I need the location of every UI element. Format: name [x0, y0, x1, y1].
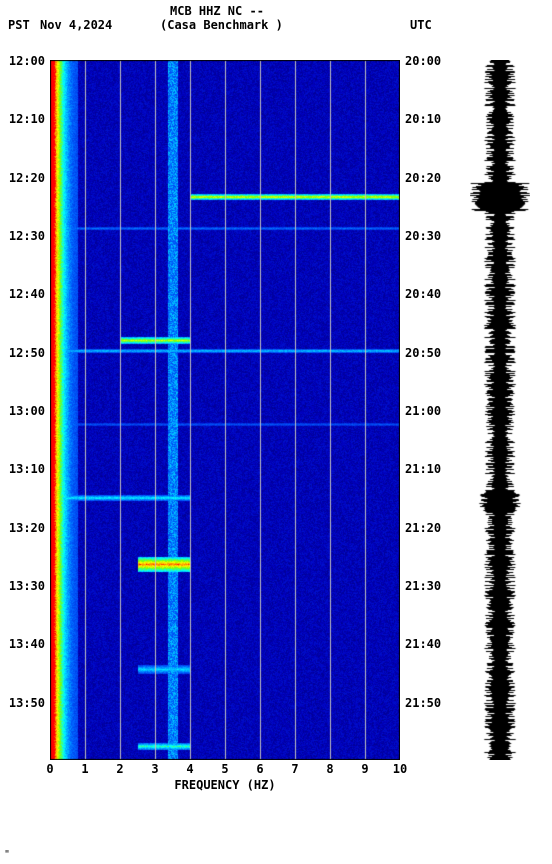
y-right-tick: 21:40 — [405, 637, 441, 651]
station-name: (Casa Benchmark ) — [160, 18, 283, 32]
x-tick: 4 — [186, 762, 193, 776]
y-right-tick: 20:40 — [405, 287, 441, 301]
waveform-canvas — [470, 60, 530, 760]
y-left-tick: 12:30 — [5, 229, 45, 243]
spectrogram-canvas — [50, 60, 400, 760]
x-tick: 8 — [326, 762, 333, 776]
y-left-tick: 12:00 — [5, 54, 45, 68]
footer-mark: " — [4, 849, 10, 860]
x-tick: 2 — [116, 762, 123, 776]
y-right-tick: 20:10 — [405, 112, 441, 126]
y-right-tick: 21:10 — [405, 462, 441, 476]
y-right-tick: 21:50 — [405, 696, 441, 710]
left-timezone: PST — [8, 18, 30, 32]
y-left-tick: 13:40 — [5, 637, 45, 651]
y-right-tick: 20:20 — [405, 171, 441, 185]
x-tick: 9 — [361, 762, 368, 776]
y-left-tick: 12:10 — [5, 112, 45, 126]
y-right-tick: 20:30 — [405, 229, 441, 243]
y-left-tick: 12:40 — [5, 287, 45, 301]
x-tick: 6 — [256, 762, 263, 776]
x-tick: 3 — [151, 762, 158, 776]
y-left-tick: 13:20 — [5, 521, 45, 535]
right-timezone: UTC — [410, 18, 432, 32]
x-tick: 7 — [291, 762, 298, 776]
y-right-tick: 21:00 — [405, 404, 441, 418]
y-left-tick: 12:20 — [5, 171, 45, 185]
y-right-tick: 20:50 — [405, 346, 441, 360]
y-left-tick: 13:10 — [5, 462, 45, 476]
y-right-tick: 21:20 — [405, 521, 441, 535]
station-code: MCB HHZ NC -- — [170, 4, 264, 18]
x-axis-title: FREQUENCY (HZ) — [174, 778, 275, 792]
spectrogram-plot: FREQUENCY (HZ) 12:0020:0012:1020:1012:20… — [50, 60, 400, 760]
y-left-tick: 13:00 — [5, 404, 45, 418]
waveform-plot — [470, 60, 530, 760]
x-tick: 5 — [221, 762, 228, 776]
x-tick: 0 — [46, 762, 53, 776]
y-right-tick: 20:00 — [405, 54, 441, 68]
x-tick: 10 — [393, 762, 407, 776]
y-right-tick: 21:30 — [405, 579, 441, 593]
date-label: Nov 4,2024 — [40, 18, 112, 32]
y-left-tick: 12:50 — [5, 346, 45, 360]
x-tick: 1 — [81, 762, 88, 776]
y-left-tick: 13:30 — [5, 579, 45, 593]
y-left-tick: 13:50 — [5, 696, 45, 710]
